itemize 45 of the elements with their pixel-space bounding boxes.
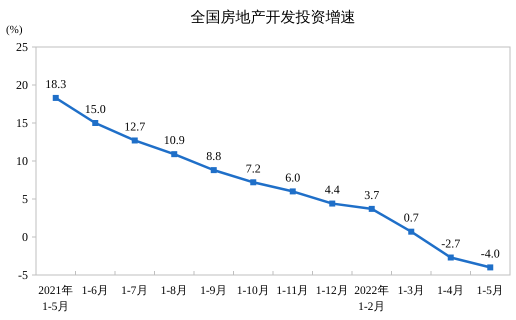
y-tick-label: 0 <box>22 230 28 244</box>
y-tick-label: -5 <box>18 268 28 282</box>
data-label: 3.7 <box>364 188 380 202</box>
data-label: 0.7 <box>404 210 419 225</box>
point <box>52 94 59 101</box>
x-tick-label: 1-9月 <box>200 284 228 297</box>
y-tick-label: 10 <box>16 154 28 168</box>
point <box>408 228 414 235</box>
data-label: 12.7 <box>124 119 146 134</box>
point <box>448 254 454 261</box>
x-tick-label: 2021年 1-5月 <box>38 284 74 313</box>
x-tick-label: 1-3月 <box>398 284 425 297</box>
data-label: 15.0 <box>84 102 106 116</box>
point <box>290 188 296 194</box>
y-tick-label: 25 <box>16 40 28 54</box>
data-label: 6.0 <box>285 170 300 184</box>
data-label: -2.7 <box>441 236 460 251</box>
point <box>132 137 138 144</box>
x-tick-label: 1-4月 <box>437 284 464 297</box>
x-tick-label: 2022年 1-2月 <box>354 284 390 313</box>
chart-title: 全国房地产开发投资增速 <box>190 8 356 26</box>
point <box>368 206 375 212</box>
x-tick-label: 1-11月 <box>276 284 310 297</box>
y-tick-label: 20 <box>16 78 28 92</box>
data-label: 10.9 <box>164 133 185 148</box>
x-tick-label: 1-6月 <box>82 284 109 297</box>
x-tick-label: 1-10月 <box>236 284 270 297</box>
x-tick-label: 1-7月 <box>121 284 148 297</box>
data-label: 18.3 <box>45 76 66 91</box>
x-tick-label: 1-12月 <box>316 284 349 297</box>
point <box>171 151 178 158</box>
point <box>250 179 256 186</box>
data-label: 4.4 <box>324 182 340 197</box>
point <box>210 167 217 174</box>
point <box>329 200 336 207</box>
y-axis-title: (%) <box>6 24 23 36</box>
data-label: -4.0 <box>480 246 500 260</box>
x-tick-label: 1-8月 <box>160 284 188 297</box>
y-tick-label: 15 <box>16 116 28 130</box>
data-label: 8.8 <box>206 149 222 164</box>
data-label: 7.2 <box>246 161 261 176</box>
point <box>92 120 98 126</box>
y-tick-label: 5 <box>22 192 28 206</box>
point <box>487 264 494 270</box>
x-tick-label: 1-5月 <box>476 284 504 297</box>
